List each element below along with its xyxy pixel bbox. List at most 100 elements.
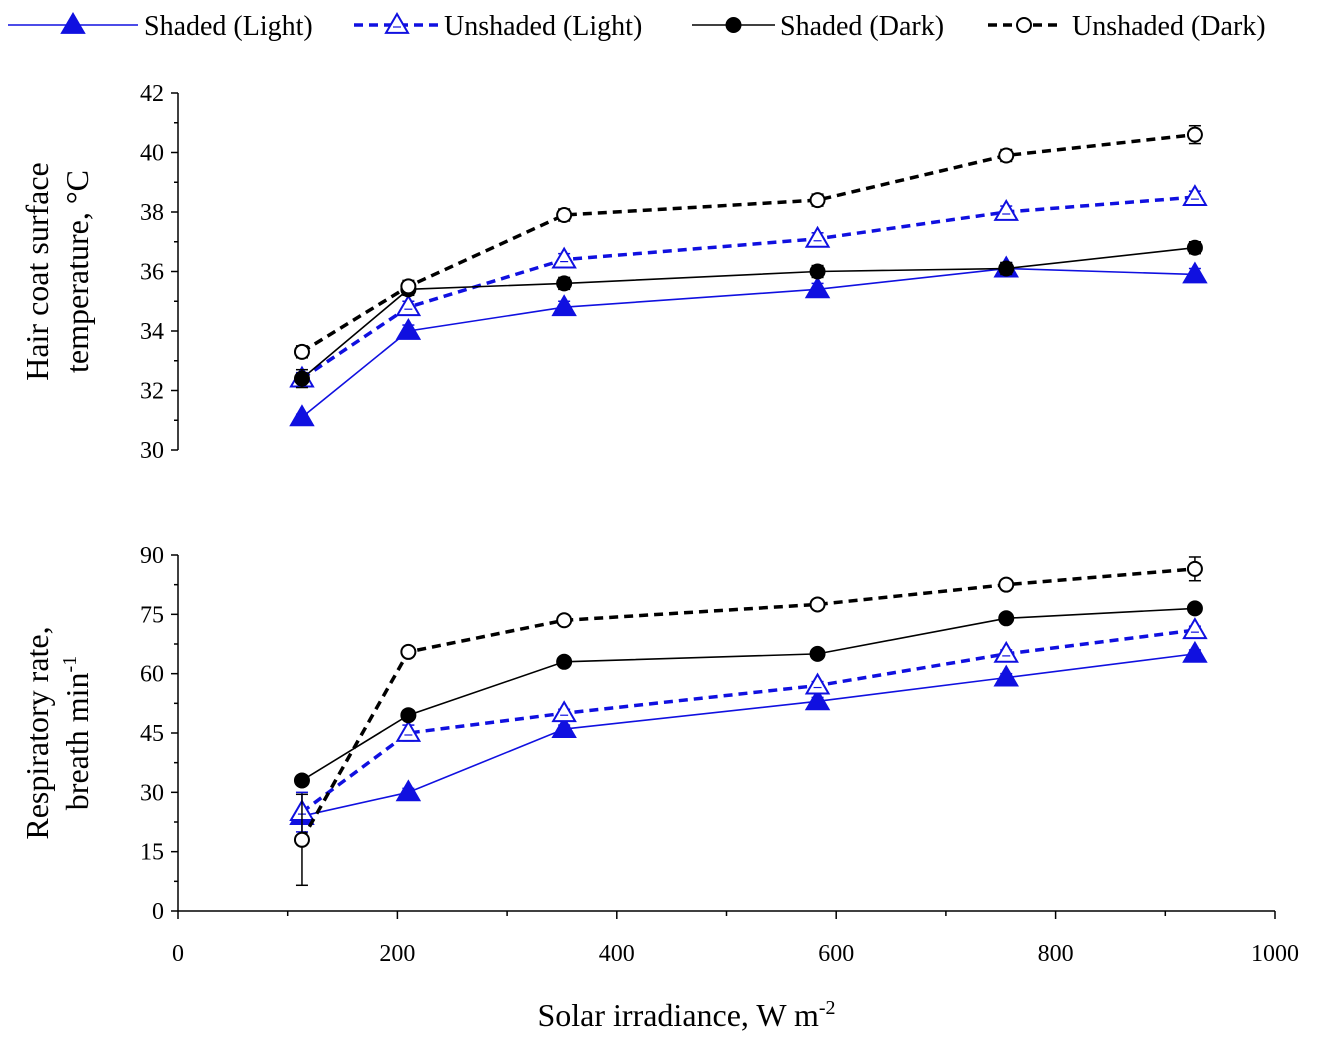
data-point bbox=[400, 278, 417, 295]
respiratory-rate-panel: 0 15 30 45 60 75 90 Respiratory rate, breath min… bbox=[19, 543, 1208, 925]
data-point bbox=[395, 720, 422, 742]
y-axis-title-superscript: -1 bbox=[59, 656, 81, 673]
y-axis-title-line2: breath min-1 bbox=[59, 656, 95, 810]
y-axis-title-line1: Respiratory rate, bbox=[19, 626, 55, 839]
legend-entry: Unshaded (Light) bbox=[354, 11, 642, 42]
y-tick-label: 15 bbox=[140, 840, 164, 866]
data-point bbox=[809, 192, 826, 209]
data-point bbox=[1182, 184, 1208, 207]
series-shaded-light bbox=[289, 640, 1208, 825]
legend-entry: Shaded (Dark) bbox=[692, 11, 944, 42]
data-point bbox=[395, 779, 422, 802]
data-point bbox=[293, 370, 310, 387]
data-point bbox=[395, 318, 422, 340]
legend-marker bbox=[1016, 17, 1032, 33]
hair-coat-panel: 30 32 34 36 38 40 42 Hair coat surface temperatu… bbox=[19, 81, 1208, 464]
series-shaded-light bbox=[289, 255, 1208, 427]
data-point bbox=[1186, 239, 1203, 256]
series-shaded-dark bbox=[293, 239, 1203, 389]
data-point bbox=[998, 576, 1015, 593]
x-axis-title-superscript: -2 bbox=[819, 997, 836, 1019]
x-tick-label: 800 bbox=[1038, 941, 1074, 967]
x-axis: 0 200 400 600 800 1000 Solar irradiance, W m-2 bbox=[172, 910, 1299, 1033]
series-unshaded-light bbox=[289, 617, 1208, 833]
series-unshaded-light bbox=[289, 184, 1208, 388]
y-tick-label: 0 bbox=[152, 899, 164, 925]
legend-marker bbox=[60, 12, 86, 34]
legend-label: Unshaded (Light) bbox=[444, 11, 642, 42]
data-point bbox=[804, 225, 831, 248]
data-point bbox=[809, 645, 826, 662]
y-tick-label: 30 bbox=[140, 780, 164, 806]
data-point bbox=[551, 246, 577, 269]
series-line bbox=[301, 267, 1195, 418]
data-point bbox=[293, 772, 310, 789]
legend-label: Shaded (Dark) bbox=[780, 11, 944, 42]
legend: Shaded (Light) Unshaded (Light) Shaded (Da… bbox=[8, 11, 1266, 42]
series-shaded-dark bbox=[293, 600, 1203, 789]
data-point bbox=[556, 206, 573, 223]
legend-marker bbox=[384, 12, 410, 34]
series-line bbox=[300, 195, 1196, 381]
data-point bbox=[998, 610, 1015, 627]
x-tick-label: 200 bbox=[379, 941, 415, 967]
y-tick-label: 34 bbox=[140, 319, 164, 345]
data-point bbox=[551, 700, 577, 723]
x-tick-label: 400 bbox=[599, 941, 635, 967]
data-point bbox=[293, 831, 310, 848]
y-axis-title-line2-text: temperature, °C bbox=[59, 170, 95, 373]
y-axis-title-line2-text: breath min bbox=[59, 672, 95, 810]
data-point bbox=[395, 294, 422, 317]
legend-label: Unshaded (Dark) bbox=[1072, 11, 1266, 42]
x-tick-label: 1000 bbox=[1251, 941, 1299, 967]
data-point bbox=[804, 688, 831, 711]
series-unshaded-dark bbox=[293, 124, 1203, 360]
y-tick-label: 45 bbox=[140, 721, 164, 747]
data-point bbox=[400, 707, 417, 724]
x-tick-label: 0 bbox=[172, 941, 184, 967]
data-point bbox=[556, 653, 573, 670]
data-point bbox=[1186, 600, 1203, 617]
data-point bbox=[1182, 261, 1208, 284]
series-line bbox=[301, 246, 1196, 380]
y-tick-label: 90 bbox=[140, 543, 164, 569]
y-tick-label: 75 bbox=[140, 602, 164, 628]
data-point bbox=[556, 612, 573, 629]
data-point bbox=[809, 263, 826, 280]
y-axis-title-line2: temperature, °C bbox=[59, 170, 95, 373]
y-tick-label: 38 bbox=[140, 200, 164, 226]
legend-label: Shaded (Light) bbox=[144, 11, 313, 42]
y-tick-label: 40 bbox=[140, 141, 164, 167]
data-point bbox=[809, 596, 826, 613]
y-axis-title-line1: Hair coat surface bbox=[19, 162, 55, 381]
series-line bbox=[300, 628, 1196, 814]
data-point bbox=[293, 343, 310, 360]
data-point bbox=[804, 672, 831, 695]
y-tick-label: 36 bbox=[140, 260, 164, 286]
data-point bbox=[993, 664, 1019, 687]
data-point bbox=[804, 276, 831, 299]
y-tick-label: 42 bbox=[140, 81, 164, 107]
x-axis-title-text: Solar irradiance, W m bbox=[537, 997, 819, 1033]
data-point bbox=[998, 260, 1015, 277]
data-point bbox=[1186, 560, 1203, 577]
data-point bbox=[556, 275, 573, 292]
series-line bbox=[300, 567, 1196, 841]
data-point bbox=[289, 404, 315, 427]
legend-marker bbox=[725, 17, 742, 33]
series-unshaded-dark bbox=[293, 556, 1203, 887]
data-point bbox=[993, 199, 1019, 221]
data-point bbox=[551, 716, 577, 738]
data-point bbox=[1182, 617, 1208, 640]
data-point bbox=[998, 147, 1015, 164]
data-point bbox=[400, 643, 417, 660]
y-tick-label: 32 bbox=[140, 379, 164, 405]
y-tick-label: 30 bbox=[140, 438, 164, 464]
legend-entry: Unshaded (Dark) bbox=[988, 11, 1266, 42]
data-point bbox=[1186, 126, 1203, 143]
series-line bbox=[301, 653, 1196, 817]
series-line bbox=[301, 607, 1195, 782]
data-point bbox=[993, 640, 1019, 663]
series-line bbox=[301, 132, 1196, 354]
